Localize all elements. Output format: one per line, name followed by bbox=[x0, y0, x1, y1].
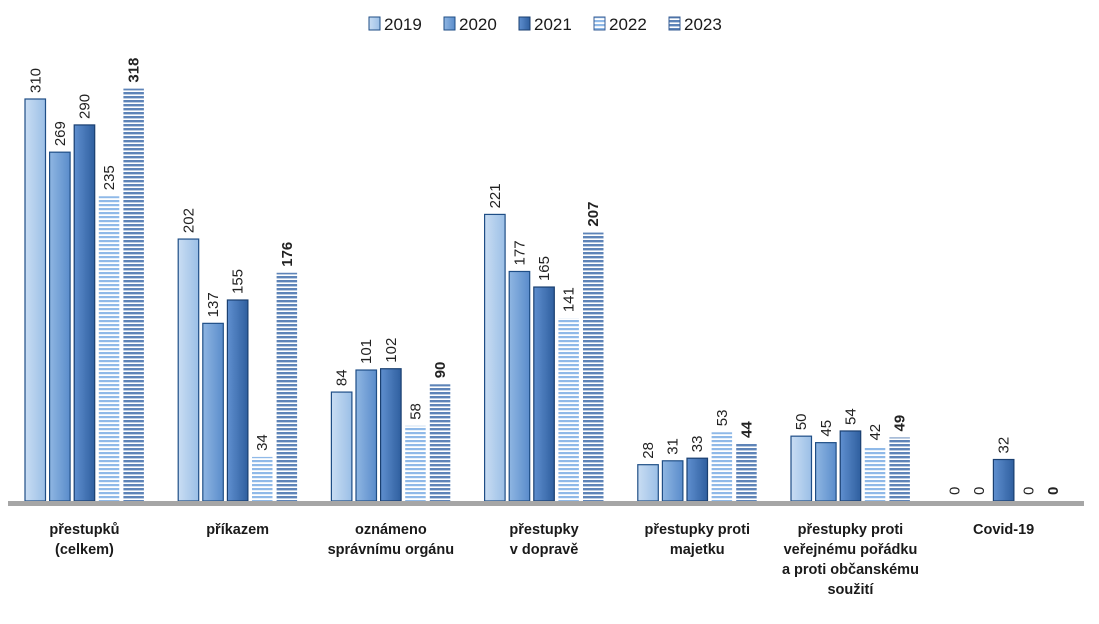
bar-2020-cat1 bbox=[202, 322, 224, 502]
value-label-2019-cat3: 221 bbox=[487, 183, 504, 208]
category-label-cat2-line0: oznámeno bbox=[355, 522, 427, 538]
value-label-2019-cat2: 84 bbox=[334, 369, 351, 386]
bars-group bbox=[24, 88, 1015, 502]
bar-2019-cat3 bbox=[484, 213, 506, 502]
value-label-2019-cat5: 50 bbox=[793, 413, 810, 430]
legend-label-2023: 2023 bbox=[684, 15, 722, 34]
value-label-2021-cat5: 54 bbox=[842, 408, 859, 425]
category-label-cat0-line1: (celkem) bbox=[55, 542, 114, 558]
value-label-2022-cat2: 58 bbox=[407, 403, 424, 420]
bar-2019-cat4 bbox=[637, 464, 659, 502]
category-label-cat6-line0: Covid-19 bbox=[973, 522, 1034, 538]
legend-swatch-2021 bbox=[518, 16, 531, 31]
value-label-2020-cat5: 45 bbox=[818, 420, 835, 437]
legend-label-2021: 2021 bbox=[534, 15, 572, 34]
value-label-2023-cat3: 207 bbox=[585, 202, 602, 227]
category-label-cat4-line1: majetku bbox=[670, 542, 725, 558]
value-label-2020-cat4: 31 bbox=[665, 438, 682, 455]
category-label-cat0-line0: přestupků bbox=[49, 522, 119, 538]
value-label-2022-cat4: 53 bbox=[714, 410, 731, 427]
category-label-cat5-line0: přestupky proti bbox=[798, 522, 904, 538]
bar-2023-cat1 bbox=[276, 272, 298, 501]
bar-2021-cat5 bbox=[839, 430, 862, 502]
bar-2021-cat3 bbox=[533, 286, 555, 502]
bar-2021-cat0 bbox=[73, 124, 96, 502]
value-label-2020-cat3: 177 bbox=[511, 240, 528, 265]
bar-2021-cat4 bbox=[686, 457, 709, 502]
value-label-2021-cat3: 165 bbox=[536, 256, 553, 281]
bar-2022-cat4 bbox=[711, 432, 733, 501]
bar-2022-cat2 bbox=[405, 425, 426, 501]
value-label-2021-cat0: 290 bbox=[76, 94, 93, 119]
legend: 2019 2020 2021 2022 2023 bbox=[368, 15, 722, 34]
legend-label-2020: 2020 bbox=[459, 15, 497, 34]
category-labels-group: přestupků (celkem) příkazem oznámeno správní… bbox=[49, 522, 1034, 598]
value-label-2023-cat6: 0 bbox=[1045, 487, 1062, 495]
value-label-2023-cat0: 318 bbox=[126, 58, 143, 83]
value-label-2023-cat1: 176 bbox=[279, 242, 296, 267]
bar-2020-cat4 bbox=[661, 460, 684, 502]
value-label-2022-cat3: 141 bbox=[561, 287, 578, 312]
bar-2019-cat5 bbox=[790, 435, 813, 502]
category-label-cat2-line1: správnímu orgánu bbox=[328, 542, 455, 558]
value-label-2021-cat4: 33 bbox=[689, 436, 706, 453]
bar-2022-cat1 bbox=[252, 456, 273, 501]
value-label-2020-cat2: 101 bbox=[358, 339, 375, 364]
bar-2023-cat3 bbox=[583, 232, 604, 501]
bar-2020-cat0 bbox=[48, 151, 71, 502]
value-label-2023-cat4: 44 bbox=[738, 421, 755, 438]
category-label-cat1-line0: příkazem bbox=[206, 522, 269, 538]
legend-label-2019: 2019 bbox=[384, 15, 422, 34]
value-label-2021-cat6: 32 bbox=[996, 437, 1013, 454]
value-label-2019-cat1: 202 bbox=[180, 208, 197, 233]
x-axis-line bbox=[8, 501, 1084, 506]
value-label-2021-cat2: 102 bbox=[383, 338, 400, 363]
value-label-2022-cat5: 42 bbox=[867, 424, 884, 441]
bar-2023-cat5 bbox=[889, 437, 910, 501]
bar-2020-cat2 bbox=[355, 369, 378, 502]
value-label-2022-cat6: 0 bbox=[1020, 487, 1037, 495]
bar-2023-cat0 bbox=[123, 88, 144, 502]
value-label-2023-cat2: 90 bbox=[432, 362, 449, 379]
bar-2021-cat1 bbox=[226, 299, 249, 502]
value-label-2020-cat1: 137 bbox=[205, 292, 222, 317]
bar-2021-cat2 bbox=[380, 368, 402, 502]
bar-2019-cat0 bbox=[24, 98, 47, 502]
legend-label-2022: 2022 bbox=[609, 15, 647, 34]
value-label-2019-cat4: 28 bbox=[640, 442, 657, 459]
legend-swatch-2023 bbox=[668, 16, 681, 31]
bar-2020-cat5 bbox=[814, 442, 837, 502]
value-label-2019-cat0: 310 bbox=[27, 68, 44, 93]
category-label-cat5-line2: a proti občanskému bbox=[782, 562, 919, 578]
bar-2023-cat2 bbox=[429, 384, 451, 501]
bar-2019-cat1 bbox=[177, 238, 200, 502]
bar-2019-cat2 bbox=[330, 391, 353, 502]
category-label-cat5-line1: veřejnému pořádku bbox=[784, 542, 918, 558]
bar-2021-cat6 bbox=[992, 458, 1015, 502]
legend-swatch-2022 bbox=[593, 16, 606, 31]
value-label-2022-cat0: 235 bbox=[101, 165, 118, 190]
value-label-2020-cat6: 0 bbox=[971, 487, 988, 495]
value-label-2022-cat1: 34 bbox=[254, 434, 271, 451]
legend-swatch-2019 bbox=[368, 16, 381, 31]
bar-2022-cat0 bbox=[98, 196, 120, 502]
value-label-2020-cat0: 269 bbox=[52, 121, 69, 146]
category-label-cat5-line3: soužití bbox=[827, 582, 874, 598]
bar-2022-cat3 bbox=[558, 318, 579, 501]
legend-swatch-2020 bbox=[443, 16, 456, 31]
category-label-cat4-line0: přestupky proti bbox=[644, 522, 750, 538]
value-label-2019-cat6: 0 bbox=[946, 487, 963, 495]
category-label-cat3-line1: v dopravě bbox=[510, 542, 579, 558]
bar-2020-cat3 bbox=[508, 270, 531, 502]
value-label-2023-cat5: 49 bbox=[892, 415, 909, 432]
bar-2022-cat5 bbox=[864, 446, 886, 501]
category-label-cat3-line0: přestupky bbox=[509, 522, 578, 538]
value-label-2021-cat1: 155 bbox=[230, 269, 247, 294]
bar-2023-cat4 bbox=[736, 443, 757, 501]
